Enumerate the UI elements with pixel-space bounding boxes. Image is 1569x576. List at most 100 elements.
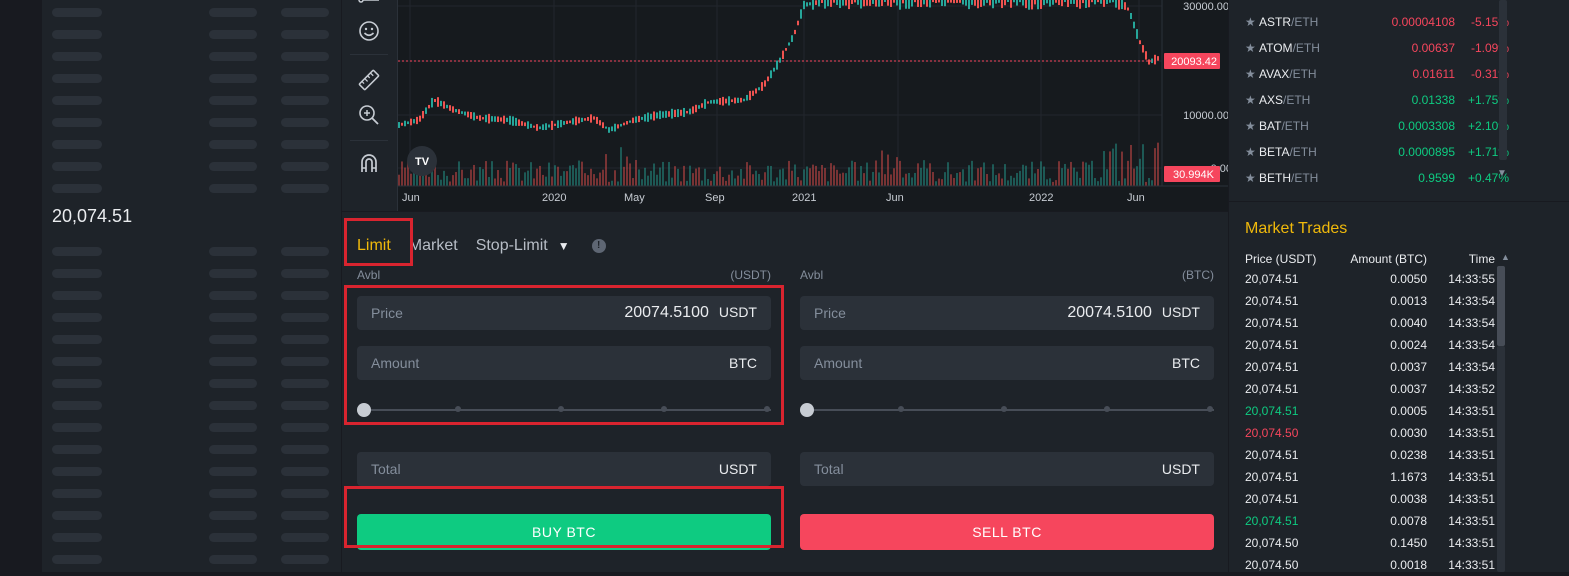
star-icon[interactable]: ★ xyxy=(1245,119,1256,133)
buy-amount-input[interactable]: Amount BTC xyxy=(357,346,771,380)
order-book-placeholder xyxy=(209,445,257,454)
chevron-down-icon[interactable]: ▼ xyxy=(557,239,570,253)
trade-price: 20,074.50 xyxy=(1245,536,1299,550)
x-tick-label: 2022 xyxy=(1029,192,1053,204)
order-book-placeholder xyxy=(281,511,329,520)
trade-amount: 0.0078 xyxy=(1390,514,1427,528)
trade-amount: 0.0050 xyxy=(1390,272,1427,286)
y-tick-30000: 30000.00 xyxy=(1183,1,1228,13)
order-book-placeholder xyxy=(209,489,257,498)
price-chart-canvas[interactable]: 30000.00 10000.00 0.00 20093.42 30.994K … xyxy=(398,0,1260,211)
order-book-placeholder xyxy=(52,96,102,105)
market-row[interactable]: ★ ASTR/ETH 0.00004108 -5.15% xyxy=(1245,9,1509,35)
order-book-placeholder xyxy=(52,74,102,83)
order-book-placeholder xyxy=(52,489,102,498)
zoom-in-icon[interactable] xyxy=(357,103,381,127)
buy-price-value[interactable]: 20074.5100 xyxy=(624,304,709,321)
tab-stop-limit[interactable]: Stop-Limit xyxy=(475,237,548,254)
star-icon[interactable]: ★ xyxy=(1245,171,1256,185)
trade-price: 20,074.51 xyxy=(1245,294,1299,308)
x-tick-label: May xyxy=(624,192,645,204)
sell-price-value[interactable]: 20074.5100 xyxy=(1067,304,1152,321)
trade-row: 20,074.51 0.0078 14:33:51 xyxy=(1245,510,1495,532)
trade-row: 20,074.51 0.0037 14:33:52 xyxy=(1245,378,1495,400)
tab-limit[interactable]: Limit xyxy=(357,237,391,254)
trade-row: 20,074.51 0.0013 14:33:54 xyxy=(1245,290,1495,312)
star-icon[interactable]: ★ xyxy=(1245,145,1256,159)
buy-slider-handle[interactable] xyxy=(357,403,371,417)
tab-market[interactable]: Market xyxy=(408,237,458,254)
emoji-tool-icon[interactable] xyxy=(357,20,381,44)
trade-price: 20,074.51 xyxy=(1245,360,1299,374)
ruler-tool-icon[interactable] xyxy=(357,68,381,92)
order-book-placeholder xyxy=(281,445,329,454)
trade-row: 20,074.50 0.1450 14:33:51 xyxy=(1245,532,1495,554)
price-chart[interactable]: 30000.00 10000.00 0.00 20093.42 30.994K … xyxy=(398,0,1260,211)
buy-total-label: Total xyxy=(371,461,401,477)
market-change: +2.10% xyxy=(1467,119,1509,133)
buy-percent-slider[interactable] xyxy=(357,400,771,420)
trade-row: 20,074.51 0.0040 14:33:54 xyxy=(1245,312,1495,334)
order-book-placeholder xyxy=(209,247,257,256)
trade-amount: 0.0238 xyxy=(1390,448,1427,462)
order-book-placeholder xyxy=(52,30,102,39)
star-icon[interactable]: ★ xyxy=(1245,15,1256,29)
buy-price-unit: USDT xyxy=(718,304,757,320)
order-form: Limit Market Stop-Limit ▼ ! Avbl (USDT) … xyxy=(342,212,1228,572)
order-book-placeholder xyxy=(209,96,257,105)
trade-row: 20,074.51 0.0037 14:33:54 xyxy=(1245,356,1495,378)
sell-slider-handle[interactable] xyxy=(800,403,814,417)
sell-total-input[interactable]: Total USDT xyxy=(800,452,1214,486)
buy-column: Avbl (USDT) Price 20074.5100 USDT Amount… xyxy=(357,268,771,550)
markets-scrollbar[interactable] xyxy=(1499,0,1507,160)
sell-amount-input[interactable]: Amount BTC xyxy=(800,346,1214,380)
market-row[interactable]: ★ AVAX/ETH 0.01611 -0.31% xyxy=(1245,61,1509,87)
trendline-tool-icon[interactable] xyxy=(357,0,381,18)
header-time: Time xyxy=(1468,252,1495,266)
market-row[interactable]: ★ BETH/ETH 0.9599 +0.47% xyxy=(1245,165,1509,191)
buy-total-input[interactable]: Total USDT xyxy=(357,452,771,486)
magnet-icon[interactable] xyxy=(357,152,381,176)
trades-scrollbar-thumb[interactable] xyxy=(1497,266,1505,346)
order-book-placeholder xyxy=(281,118,329,127)
x-tick-label: 2020 xyxy=(542,192,566,204)
order-book-placeholder xyxy=(52,140,102,149)
trade-time: 14:33:54 xyxy=(1448,360,1495,374)
buy-price-input[interactable]: Price 20074.5100 USDT xyxy=(357,296,771,330)
order-book-placeholder xyxy=(209,118,257,127)
order-book-placeholder xyxy=(281,467,329,476)
star-icon[interactable]: ★ xyxy=(1245,41,1256,55)
market-row[interactable]: ★ BAT/ETH 0.0003308 +2.10% xyxy=(1245,113,1509,139)
market-row[interactable]: ★ ATOM/ETH 0.00637 -1.09% xyxy=(1245,35,1509,61)
order-book-placeholder xyxy=(52,401,102,410)
order-book-placeholder xyxy=(52,379,102,388)
star-icon[interactable]: ★ xyxy=(1245,67,1256,81)
buy-btc-button[interactable]: BUY BTC xyxy=(357,514,771,550)
scroll-up-icon[interactable]: ▲ xyxy=(1501,252,1510,262)
market-pair: BETH/ETH xyxy=(1259,171,1319,185)
star-icon[interactable]: ★ xyxy=(1245,93,1256,107)
info-icon[interactable]: ! xyxy=(591,239,606,253)
trade-row: 20,074.51 0.0024 14:33:54 xyxy=(1245,334,1495,356)
order-book-placeholder xyxy=(52,313,102,322)
scroll-down-icon[interactable]: ▼ xyxy=(1497,168,1507,179)
market-price: 0.9599 xyxy=(1418,171,1455,185)
order-book-placeholder xyxy=(281,533,329,542)
order-book-placeholder xyxy=(52,467,102,476)
market-price: 0.01338 xyxy=(1411,93,1455,107)
trade-amount: 0.0013 xyxy=(1390,294,1427,308)
sell-percent-slider[interactable] xyxy=(800,400,1214,420)
market-change: +1.75% xyxy=(1467,93,1509,107)
trade-price: 20,074.51 xyxy=(1245,492,1299,506)
order-book-placeholder xyxy=(52,269,102,278)
order-book-placeholder xyxy=(281,379,329,388)
order-book-placeholder xyxy=(281,555,329,564)
trade-price: 20,074.51 xyxy=(1245,382,1299,396)
market-row[interactable]: ★ BETA/ETH 0.0000895 +1.71% xyxy=(1245,139,1509,165)
sell-price-input[interactable]: Price 20074.5100 USDT xyxy=(800,296,1214,330)
market-row[interactable]: ★ AXS/ETH 0.01338 +1.75% xyxy=(1245,87,1509,113)
trade-time: 14:33:54 xyxy=(1448,338,1495,352)
order-book-placeholder xyxy=(281,335,329,344)
order-book-placeholder xyxy=(209,313,257,322)
sell-btc-button[interactable]: SELL BTC xyxy=(800,514,1214,550)
